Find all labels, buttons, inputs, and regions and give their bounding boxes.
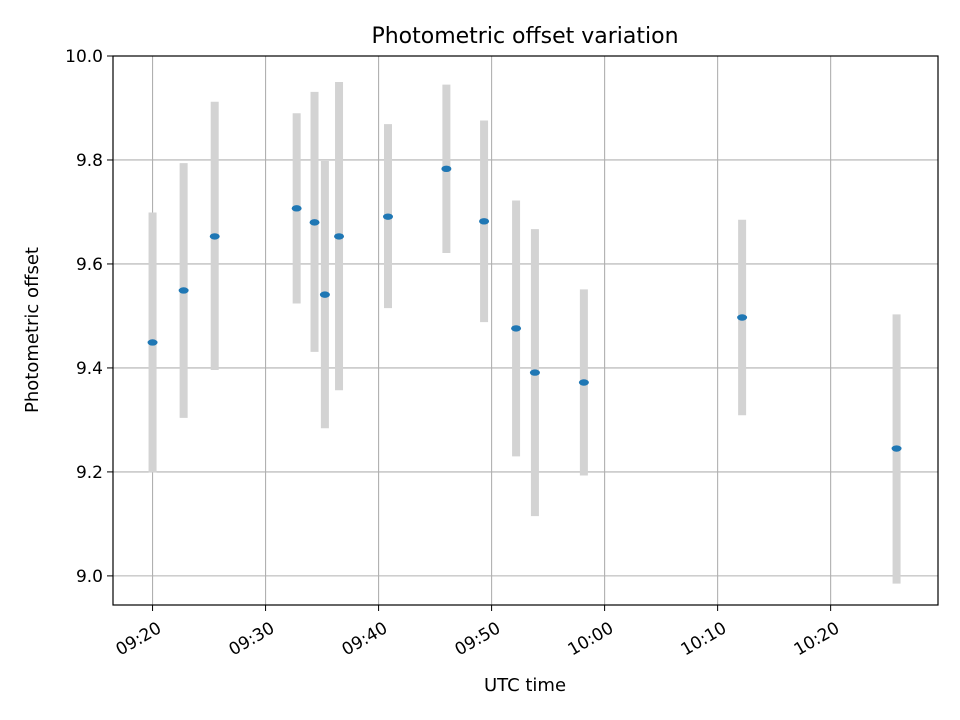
data-point: [309, 219, 320, 226]
data-point: [178, 287, 189, 294]
data-point: [319, 291, 330, 298]
y-tick-label: 10.0: [65, 47, 103, 67]
data-point: [511, 325, 522, 332]
y-axis-label: Photometric offset: [22, 247, 43, 413]
y-tick-label: 9.8: [76, 151, 103, 171]
data-point: [578, 379, 589, 386]
y-tick-label: 9.4: [76, 359, 103, 379]
data-point: [529, 369, 540, 376]
data-point: [209, 233, 220, 240]
data-point: [737, 314, 748, 321]
data-point: [479, 218, 490, 225]
data-point: [383, 213, 393, 220]
y-tick-label: 9.6: [76, 255, 103, 275]
data-point: [334, 233, 345, 240]
y-tick-label: 9.0: [76, 567, 103, 587]
plot-frame: [112, 55, 939, 606]
data-point: [891, 445, 902, 452]
data-point: [291, 205, 302, 212]
data-points: [147, 165, 902, 452]
x-axis-label: UTC time: [484, 675, 566, 696]
y-tick-label: 9.2: [76, 463, 103, 483]
data-point: [441, 165, 452, 173]
chart-title: Photometric offset variation: [371, 24, 678, 49]
data-point: [147, 339, 158, 346]
